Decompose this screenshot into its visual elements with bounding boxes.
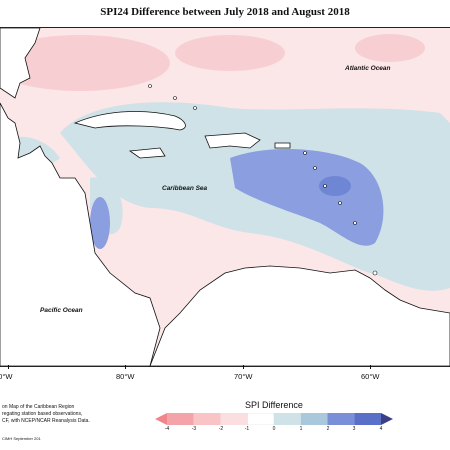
longitude-label: 70°W [234, 372, 253, 381]
legend-tick-label: -1 [244, 426, 250, 432]
legend-tick-label: 0 [272, 426, 276, 432]
caribbean-sea-label: Caribbean Sea [162, 185, 208, 192]
island [353, 221, 357, 225]
longitude-label: 60°W [361, 372, 380, 381]
legend-swatch [327, 413, 355, 425]
credit-text: CIMH September 201 [2, 436, 41, 441]
footnote-line: regating station based observations, [2, 411, 83, 417]
hispaniola-land [204, 132, 261, 149]
legend-title: SPI Difference [245, 400, 303, 410]
south-america-land [149, 265, 450, 366]
atlantic-ocean-label: Atlantic Ocean [345, 65, 391, 72]
legend-tick-label: -4 [164, 426, 170, 432]
legend-swatch [193, 413, 221, 425]
florida-land [0, 28, 41, 99]
legend-swatch [381, 413, 393, 425]
longitude-tick [370, 365, 371, 369]
legend-swatch [274, 413, 301, 425]
map-title: SPI24 Difference between July 2018 and A… [100, 6, 350, 18]
island [193, 106, 197, 110]
legend-tick-label: 4 [379, 426, 383, 432]
longitude-tick [125, 365, 126, 369]
spi-map [0, 28, 450, 366]
island [303, 151, 307, 155]
island [173, 96, 177, 100]
cuba-land [73, 111, 186, 131]
legend-swatch [220, 413, 248, 425]
positive-anomaly-area [319, 176, 351, 196]
island [372, 270, 378, 276]
footnote-line: CF, with NCEP/NCAR Reanalysis Data. [2, 418, 90, 424]
map-panel: Atlantic Ocean Caribbean Sea Pacific Oce… [0, 27, 450, 367]
legend-tick-label: -2 [218, 426, 224, 432]
legend-tick-label: 2 [326, 426, 330, 432]
longitude-tick [243, 365, 244, 369]
legend-swatch [167, 413, 194, 425]
legend-swatch [247, 413, 275, 425]
puerto-rico-land [274, 142, 291, 149]
negative-anomaly-area [175, 35, 285, 71]
island [313, 166, 317, 170]
longitude-tick [8, 365, 9, 369]
footnote-line: on Map of the Caribbean Region [2, 404, 75, 410]
legend-swatch [300, 413, 328, 425]
negative-anomaly-area [355, 34, 425, 62]
negative-anomaly-area [0, 35, 170, 91]
longitude-label: 90°W [0, 372, 13, 381]
legend-swatch [155, 413, 167, 425]
legend-tick-label: 1 [299, 426, 303, 432]
positive-anomaly-area [230, 148, 384, 246]
pacific-ocean-label: Pacific Ocean [40, 307, 83, 314]
longitude-label: 80°W [116, 372, 135, 381]
island [323, 184, 327, 188]
central-america-land [0, 102, 161, 366]
legend-swatch [354, 413, 381, 425]
legend-tick-label: -3 [191, 426, 197, 432]
island [148, 84, 152, 88]
legend-colorbar [155, 413, 393, 425]
legend-tick-label: 3 [352, 426, 356, 432]
jamaica-land [128, 147, 166, 159]
island [338, 201, 342, 205]
positive-anomaly-area [90, 197, 110, 249]
